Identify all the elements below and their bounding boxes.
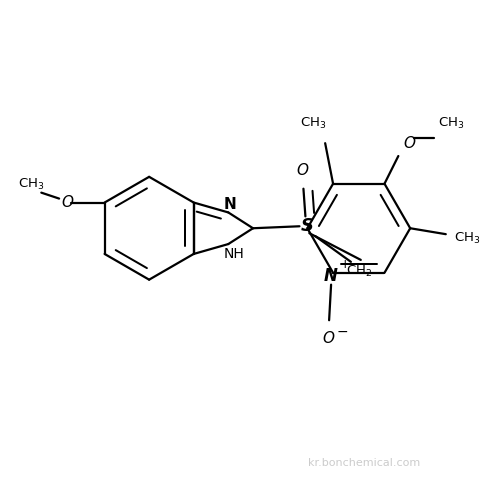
Text: O: O [296, 164, 308, 178]
Text: NH: NH [224, 247, 244, 261]
Text: $\mathregular{CH_3}$: $\mathregular{CH_3}$ [438, 116, 464, 131]
Text: O: O [61, 195, 73, 210]
Text: N: N [324, 266, 338, 284]
Text: O: O [322, 330, 334, 345]
Text: S: S [301, 218, 314, 236]
Text: N: N [224, 197, 236, 212]
Text: O: O [403, 136, 415, 150]
Text: kr.bonchemical.com: kr.bonchemical.com [308, 458, 420, 468]
Text: $\mathregular{CH_2}$: $\mathregular{CH_2}$ [346, 264, 372, 280]
Text: $\mathregular{CH_3}$: $\mathregular{CH_3}$ [18, 177, 44, 192]
Text: −: − [336, 325, 348, 339]
Text: +: + [340, 258, 350, 272]
Text: $\mathregular{CH_3}$: $\mathregular{CH_3}$ [300, 116, 326, 131]
Text: $\mathregular{CH_3}$: $\mathregular{CH_3}$ [454, 230, 481, 246]
